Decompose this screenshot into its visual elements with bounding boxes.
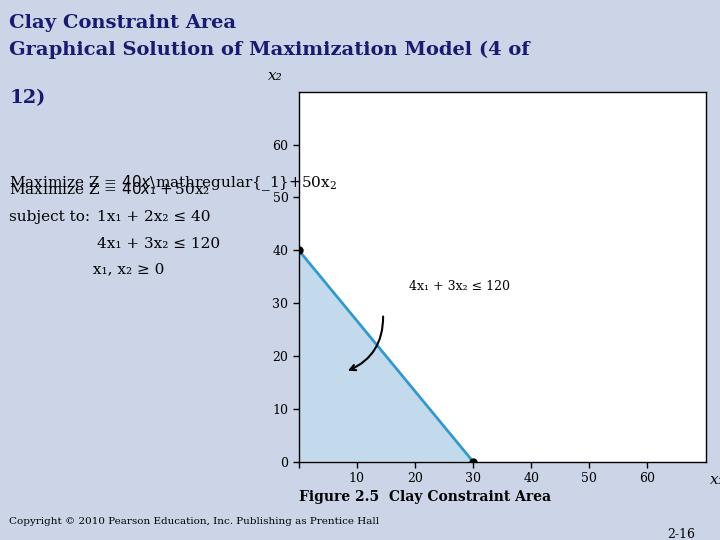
Text: Clay Constraint Area: Clay Constraint Area [9,14,236,31]
Text: Maximize Z = $40x$\mathregular{_1}$ + $50x$\mathregular{_2}$: Maximize Z = $40x$\mathregular{_1}$ + $5… [9,173,338,193]
Text: Maximize Z = $40x₁ + $50x₂: Maximize Z = $40x₁ + $50x₂ [9,181,210,197]
Text: Graphical Solution of Maximization Model (4 of: Graphical Solution of Maximization Model… [9,40,530,59]
Text: x₁, x₂ ≥ 0: x₁, x₂ ≥ 0 [88,262,164,276]
Text: 1x₁ + 2x₂ ≤ 40: 1x₁ + 2x₂ ≤ 40 [97,210,211,224]
Text: Figure 2.5  Clay Constraint Area: Figure 2.5 Clay Constraint Area [299,490,551,504]
Text: 4x₁ + 3x₂ ≤ 120: 4x₁ + 3x₂ ≤ 120 [409,280,510,293]
Text: 12): 12) [9,89,46,107]
Polygon shape [299,251,473,462]
Text: 4x₁ + 3x₂ ≤ 120: 4x₁ + 3x₂ ≤ 120 [97,237,220,251]
Text: x₂: x₂ [268,69,283,83]
Text: 2-16: 2-16 [667,528,695,540]
Text: x₁: x₁ [710,473,720,487]
Text: subject to:: subject to: [9,210,91,224]
Text: Copyright © 2010 Pearson Education, Inc. Publishing as Prentice Hall: Copyright © 2010 Pearson Education, Inc.… [9,517,379,526]
